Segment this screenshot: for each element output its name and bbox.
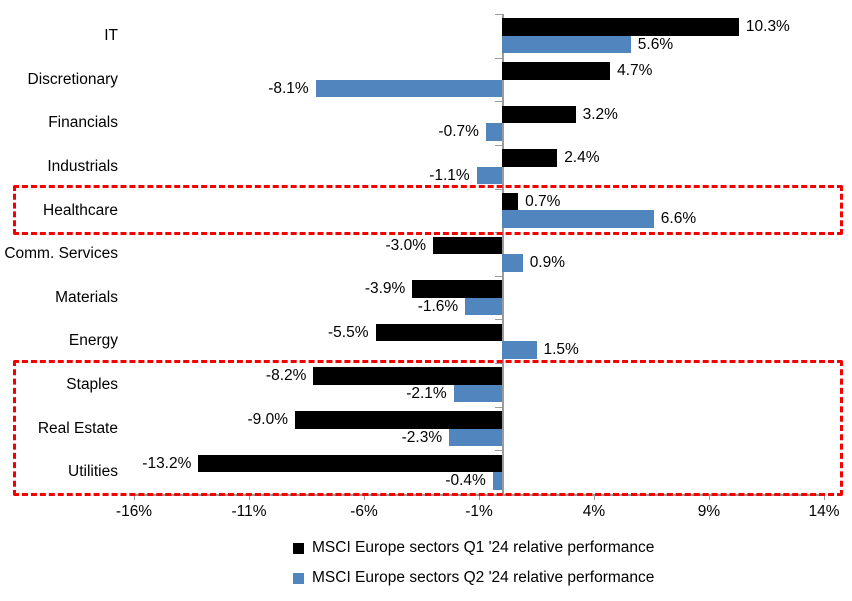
category-label: Materials bbox=[55, 288, 118, 306]
value-label-q2: -0.7% bbox=[438, 123, 479, 141]
category-label: Energy bbox=[68, 332, 118, 350]
bar-q1-energy bbox=[375, 323, 502, 342]
value-label-q1: 2.4% bbox=[564, 149, 600, 167]
category-label: Real Estate bbox=[37, 419, 118, 437]
value-label-q2: 6.6% bbox=[660, 210, 697, 228]
legend-item-q2: MSCI Europe sectors Q2 '24 relative perf… bbox=[293, 563, 654, 593]
value-label-q1: 0.7% bbox=[525, 192, 561, 210]
bar-q2-energy bbox=[502, 341, 537, 359]
bar-q2-industrials bbox=[476, 166, 502, 185]
bar-q1-materials bbox=[412, 280, 502, 298]
x-tick-label: -11% bbox=[231, 503, 267, 520]
x-axis-tick bbox=[824, 494, 825, 500]
y-axis-tick bbox=[495, 57, 502, 59]
legend-item-q1: MSCI Europe sectors Q1 '24 relative perf… bbox=[293, 533, 654, 563]
value-label-q1: -5.5% bbox=[328, 323, 369, 341]
x-axis-tick bbox=[364, 494, 365, 500]
bar-q2-discretionary bbox=[315, 79, 502, 98]
bar-q1-it bbox=[502, 18, 739, 36]
bar-q1-comm-services bbox=[433, 236, 502, 255]
x-axis-tick bbox=[709, 494, 710, 500]
value-label-q1: -8.2% bbox=[265, 367, 307, 385]
y-axis-tick bbox=[495, 275, 502, 277]
category-label: Comm. Services bbox=[4, 245, 118, 263]
value-label-q2: -8.1% bbox=[268, 79, 309, 97]
y-axis-tick bbox=[495, 450, 502, 452]
x-tick-label: 14% bbox=[808, 503, 840, 520]
value-label-q2: -2.1% bbox=[406, 384, 447, 402]
value-label-q1: -3.9% bbox=[364, 280, 406, 298]
x-axis-tick bbox=[249, 494, 250, 500]
bar-q1-staples bbox=[313, 367, 502, 385]
category-label: Financials bbox=[48, 114, 118, 132]
x-tick-label: -16% bbox=[115, 503, 153, 520]
bar-q1-industrials bbox=[502, 149, 558, 167]
bar-q2-staples bbox=[453, 384, 502, 403]
x-axis-tick bbox=[134, 494, 135, 500]
value-label-q1: 3.2% bbox=[582, 105, 618, 123]
bar-q2-healthcare bbox=[502, 210, 654, 228]
value-label-q1: 10.3% bbox=[745, 18, 790, 36]
legend-swatch-q1 bbox=[293, 542, 304, 554]
x-tick-label: -6% bbox=[350, 503, 378, 520]
x-tick-label: 9% bbox=[697, 503, 721, 520]
value-label-q2: 0.9% bbox=[529, 254, 566, 272]
category-label: Healthcare bbox=[43, 201, 118, 219]
bar-q2-it bbox=[502, 35, 631, 54]
y-axis-tick bbox=[495, 319, 502, 321]
legend-label-q1: MSCI Europe sectors Q1 '24 relative perf… bbox=[312, 539, 655, 556]
bar-q2-utilities bbox=[492, 472, 502, 490]
value-label-q2: 5.6% bbox=[637, 35, 674, 53]
value-label-q2: -1.1% bbox=[429, 166, 470, 184]
legend-label-q2: MSCI Europe sectors Q2 '24 relative perf… bbox=[312, 569, 655, 586]
value-label-q1: -9.0% bbox=[247, 411, 289, 429]
x-axis-tick bbox=[594, 494, 595, 500]
bar-q2-financials bbox=[485, 123, 502, 141]
y-axis-tick bbox=[495, 406, 502, 408]
category-label: Discretionary bbox=[27, 70, 118, 88]
category-label: Staples bbox=[66, 376, 118, 394]
y-axis-tick bbox=[495, 363, 502, 365]
value-label-q1: -13.2% bbox=[142, 454, 192, 472]
bar-q2-comm-services bbox=[502, 254, 523, 272]
x-tick-label: -1% bbox=[465, 503, 493, 520]
y-axis-tick bbox=[495, 232, 502, 234]
y-axis-tick bbox=[495, 144, 502, 146]
category-label: Industrials bbox=[47, 157, 118, 175]
value-label-q2: -0.4% bbox=[445, 472, 486, 490]
category-label: Utilities bbox=[68, 463, 118, 481]
value-label-q2: -1.6% bbox=[417, 297, 459, 315]
bar-q1-real-estate bbox=[295, 411, 502, 429]
legend-swatch-q2 bbox=[293, 572, 304, 584]
y-axis-tick bbox=[495, 188, 502, 190]
y-axis-tick bbox=[495, 101, 502, 103]
bar-q1-discretionary bbox=[502, 62, 611, 80]
bar-q2-materials bbox=[465, 297, 502, 316]
bar-q2-real-estate bbox=[449, 428, 502, 447]
value-label-q1: -3.0% bbox=[385, 236, 427, 254]
x-axis-tick bbox=[479, 494, 480, 500]
healthcare-highlight-box bbox=[13, 185, 843, 235]
x-tick-label: 4% bbox=[582, 503, 606, 520]
value-label-q2: 1.5% bbox=[543, 341, 579, 359]
bar-q1-healthcare bbox=[502, 192, 519, 211]
value-label-q1: 4.7% bbox=[617, 62, 653, 80]
category-label: IT bbox=[104, 27, 118, 44]
value-label-q2: -2.3% bbox=[401, 428, 443, 446]
y-axis-tick bbox=[495, 494, 502, 495]
chart-legend: MSCI Europe sectors Q1 '24 relative perf… bbox=[293, 533, 654, 593]
bar-q1-financials bbox=[502, 105, 576, 124]
bar-q1-utilities bbox=[198, 454, 502, 473]
y-axis-tick bbox=[495, 14, 502, 15]
